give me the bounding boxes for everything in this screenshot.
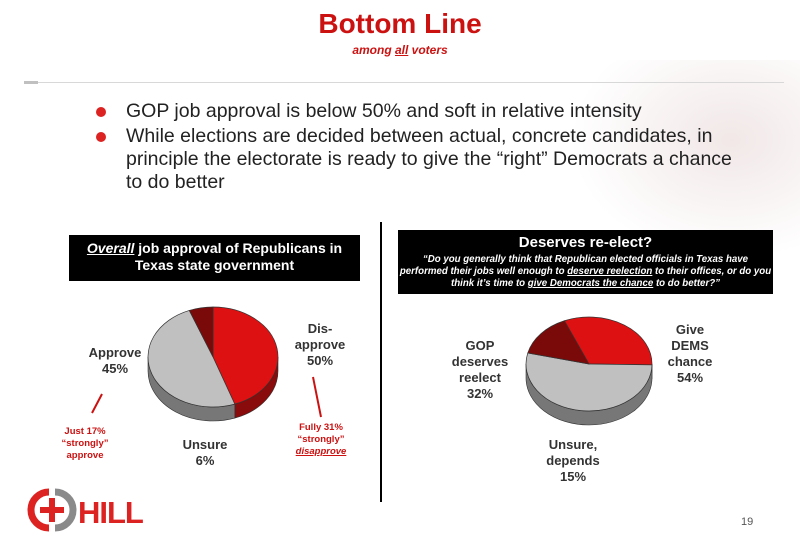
hill-logo-icon: [27, 488, 77, 532]
bullet-dot-icon: [96, 132, 106, 142]
bullet-dot-icon: [96, 107, 106, 117]
note-approve: Just 17% “strongly” approve: [61, 426, 109, 461]
panel-divider: [380, 222, 382, 502]
label-gop-reelect: GOP deserves reelect 32%: [451, 338, 509, 401]
pie2-slice-2: [527, 320, 590, 365]
pie2-slice-0: [563, 316, 653, 366]
label-dems-chance: Give DEMS chance 54%: [667, 322, 713, 385]
label-approve: Approve 45%: [88, 345, 142, 376]
label-unsure: Unsure 6%: [182, 437, 228, 468]
right-chart-heading: Deserves re-elect? “Do you generally thi…: [398, 230, 773, 294]
pie1-slice-0: [212, 306, 279, 405]
survey-question: “Do you generally think that Republican …: [399, 254, 772, 289]
left-chart-heading: Overall job approval of Republicans in T…: [69, 235, 360, 281]
pie1-slice-2: [188, 306, 214, 358]
page-number: 19: [741, 516, 754, 528]
label-unsure-depends: Unsure, depends 15%: [546, 437, 600, 484]
right-chart-title: Deserves re-elect?: [518, 234, 653, 251]
page-title: Bottom Line: [318, 8, 482, 39]
logo-text: HILL: [78, 495, 144, 530]
bullet-item: GOP job approval is below 50% and soft i…: [96, 100, 746, 123]
header-divider: [24, 81, 784, 84]
background-decoration: [570, 60, 800, 260]
pie2-slice-1: [525, 352, 653, 412]
label-disapprove: Dis-approve 50%: [294, 321, 346, 368]
bullet-list: GOP job approval is below 50% and soft i…: [96, 100, 746, 196]
pie1-slice-1: [147, 310, 236, 408]
note-disapprove: Fully 31% “strongly” disapprove: [295, 422, 347, 457]
approve-leader-line: [91, 393, 103, 414]
bullet-item: While elections are decided between actu…: [96, 125, 746, 194]
disapprove-leader-line: [312, 376, 322, 418]
page-subtitle: among all voters: [352, 43, 448, 57]
